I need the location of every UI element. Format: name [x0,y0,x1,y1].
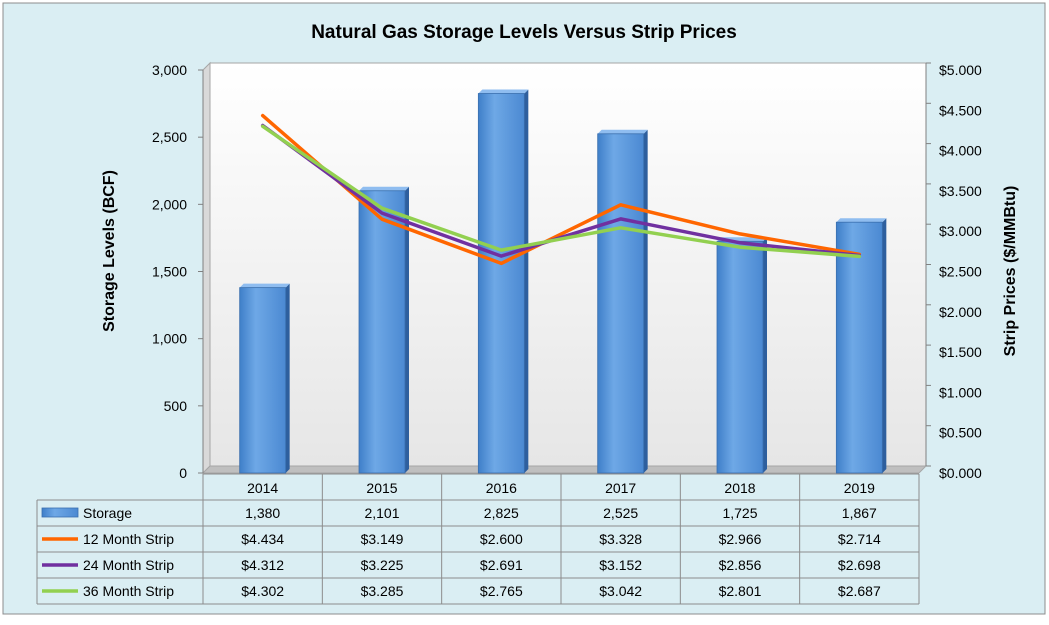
storage-bar-top [239,283,290,288]
storage-bar [716,237,767,474]
storage-bar-top [359,186,409,191]
y2-axis-tick-label: $4.000 [939,143,982,159]
data-value: $3.149 [361,531,404,547]
series-name: Storage [83,505,132,521]
category-label: 2016 [486,480,517,496]
storage-bar [477,89,529,474]
data-value: 2,525 [603,505,638,521]
storage-bar-top [836,218,887,223]
category-label: 2015 [366,480,397,496]
y-axis-tick-label: 0 [179,465,187,481]
data-value: 1,380 [245,505,280,521]
y-axis-tick-label: 1,500 [152,264,187,280]
y-axis-tick-label: 1,000 [152,331,187,347]
data-value: $2.600 [480,531,523,547]
data-value: $3.042 [599,583,642,599]
data-value: $4.434 [241,531,284,547]
series-name: 12 Month Strip [83,531,174,547]
strip-price-line-1 [260,113,862,266]
y-axis-tick-label: 2,500 [152,129,187,145]
data-value: $2.765 [480,583,523,599]
storage-bar-side [763,237,767,473]
y2-axis-title: Strip Prices ($/MMBtu) [1002,186,1019,357]
storage-bar [835,218,887,474]
storage-bar-front [239,287,287,474]
storage-bar-side [524,89,529,473]
storage-bar-top [597,129,648,134]
data-value: $2.714 [838,531,881,547]
data-value: $3.152 [599,557,642,573]
category-label: 2017 [605,480,636,496]
data-value: $3.285 [361,583,404,599]
legend-key-storage [41,507,79,518]
y2-axis-tick-label: $0.000 [939,465,982,481]
plot-side-wall [202,61,211,475]
storage-bar [358,186,409,474]
category-label: 2019 [844,480,875,496]
data-value: 1,725 [722,505,757,521]
y2-axis-tick-label: $3.500 [939,183,982,199]
plot-floor [201,465,928,474]
data-value: $2.801 [719,583,762,599]
y2-axis-tick-label: $1.000 [939,384,982,400]
y-axis-title: Storage Levels (BCF) [101,170,118,332]
y2-axis-tick-label: $3.000 [939,223,982,239]
data-value: $3.328 [599,531,642,547]
category-label: 2014 [247,480,278,496]
data-value: $2.856 [719,557,762,573]
y-axis-tick-label: 3,000 [152,62,187,78]
plot-back-wall [209,62,927,467]
y2-axis-tick-label: $2.500 [939,264,982,280]
category-label: 2018 [724,480,755,496]
storage-bar-front [716,240,764,474]
data-value: 2,825 [484,505,519,521]
storage-bar-side [882,218,887,473]
strip-price-line-3 [260,124,862,259]
data-value: 2,101 [364,505,399,521]
y2-axis-tick-label: $5.000 [939,62,982,78]
storage-bar-top [478,89,529,94]
data-value: $2.966 [719,531,762,547]
data-value: $4.302 [241,583,284,599]
y2-axis-tick-label: $4.500 [939,102,982,118]
series-name: 36 Month Strip [83,583,174,599]
y2-axis-tick-label: $0.500 [939,425,982,441]
y-axis-tick-label: 2,000 [152,196,187,212]
storage-bar-front [597,133,645,474]
storage-bar-front [358,190,406,474]
storage-bar-side [405,186,409,473]
data-value: 1,867 [842,505,877,521]
data-value: $3.225 [361,557,404,573]
data-value: $4.312 [241,557,284,573]
storage-bar-front [477,93,525,474]
data-value: $2.687 [838,583,881,599]
y2-axis-tick-label: $2.000 [939,304,982,320]
storage-bar [239,283,290,474]
storage-bar [597,129,648,474]
storage-bar-front [835,221,883,474]
data-value: $2.698 [838,557,881,573]
chart-title: Natural Gas Storage Levels Versus Strip … [311,22,737,43]
y-axis-tick-label: 500 [164,398,188,414]
data-value: $2.691 [480,557,523,573]
y2-axis-tick-label: $1.500 [939,344,982,360]
series-name: 24 Month Strip [83,557,174,573]
storage-bar-side [285,283,290,473]
storage-bar-side [643,129,648,473]
